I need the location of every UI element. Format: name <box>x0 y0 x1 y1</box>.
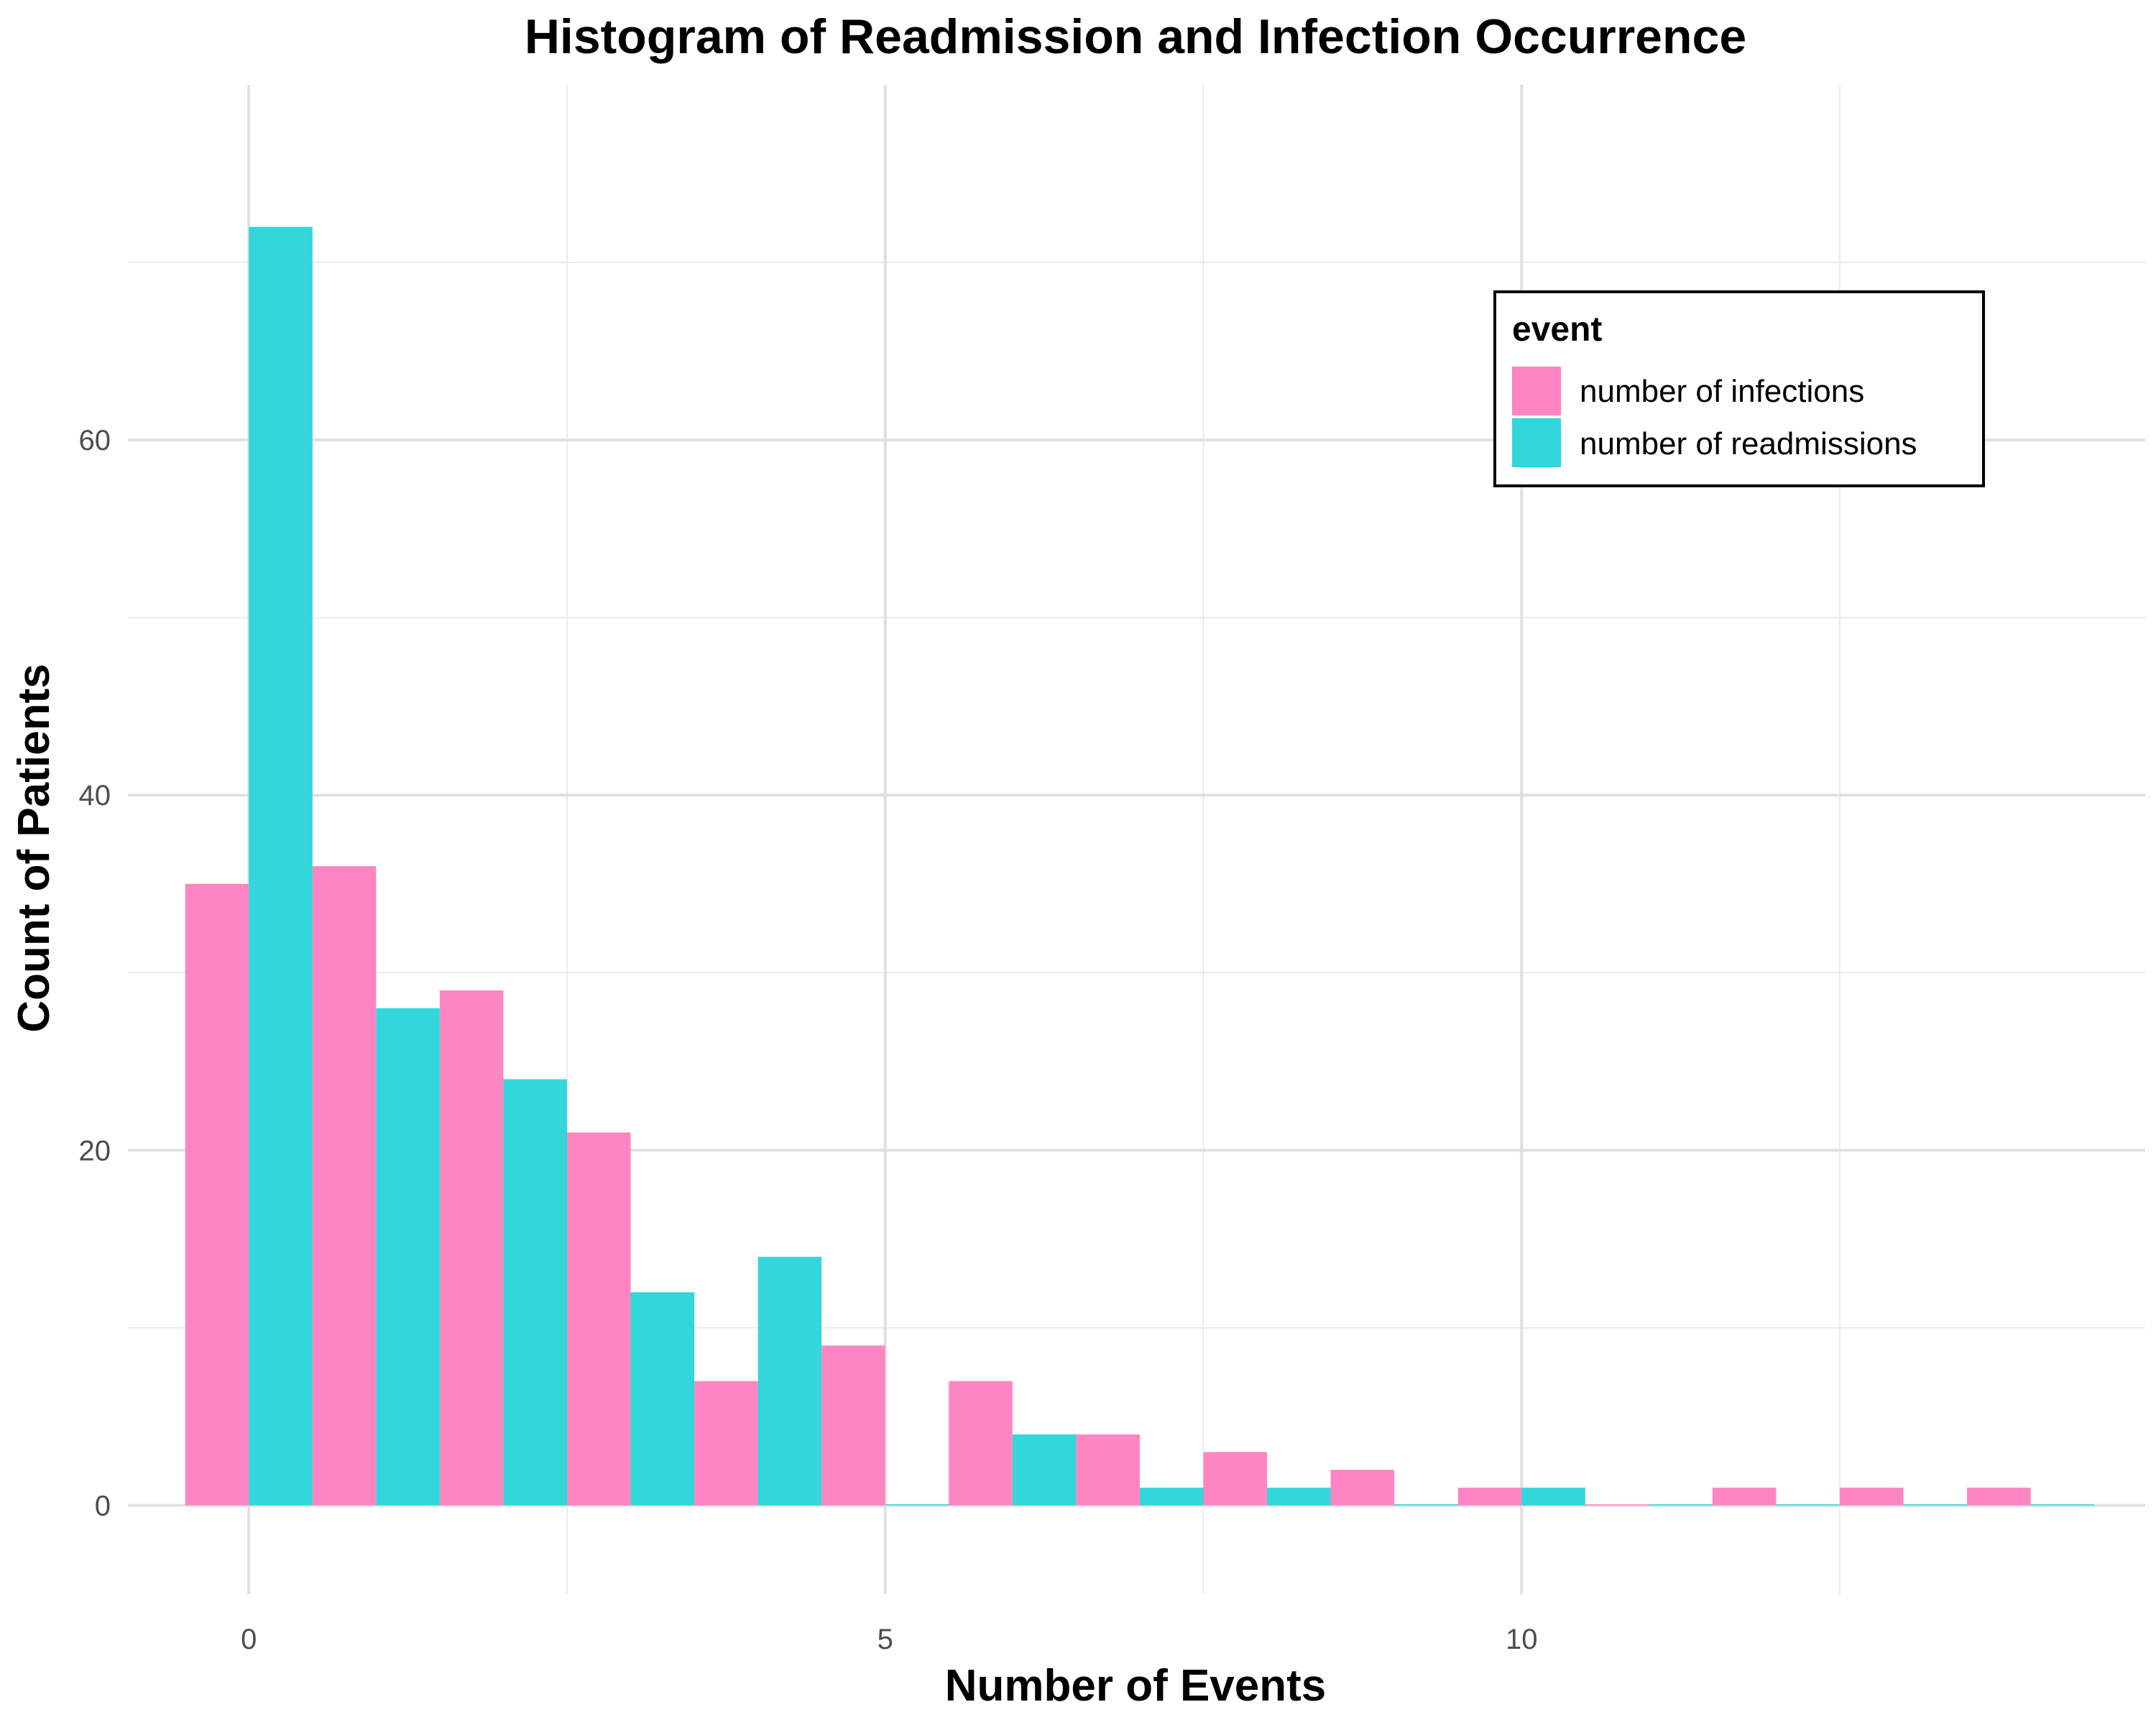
bar-readmissions-13 <box>1903 1504 1968 1506</box>
bar-infections-14 <box>1967 1487 2031 1506</box>
bar-infections-8 <box>1203 1452 1268 1506</box>
bar-infections-7 <box>1076 1434 1140 1506</box>
x-tick-label: 5 <box>877 1624 893 1655</box>
bars <box>185 226 2095 1506</box>
x-tick-label: 0 <box>241 1624 257 1655</box>
x-axis-title: Number of Events <box>945 1661 1327 1711</box>
legend-swatch-readmissions <box>1512 418 1561 467</box>
bar-infections-10 <box>1457 1487 1522 1506</box>
bar-infections-9 <box>1330 1470 1395 1506</box>
bar-readmissions-1 <box>376 1008 440 1506</box>
legend-label-readmissions: number of readmissions <box>1580 426 1917 461</box>
legend-swatch-infections <box>1512 367 1561 415</box>
bar-infections-1 <box>312 866 377 1506</box>
chart-title: Histogram of Readmission and Infection O… <box>525 9 1746 64</box>
tick-labels: 0 5 10 0 20 40 60 <box>79 425 1538 1655</box>
bar-readmissions-6 <box>1012 1434 1077 1506</box>
bar-readmissions-0 <box>249 226 313 1506</box>
bar-readmissions-10 <box>1521 1487 1585 1506</box>
y-tick-label: 60 <box>79 425 111 456</box>
y-tick-label: 0 <box>95 1490 111 1522</box>
bar-readmissions-14 <box>2030 1504 2095 1506</box>
bar-readmissions-3 <box>630 1292 695 1506</box>
y-tick-label: 20 <box>79 1135 111 1167</box>
bar-infections-11 <box>1585 1504 1649 1506</box>
bar-readmissions-9 <box>1394 1504 1458 1506</box>
legend-box <box>1493 290 1985 487</box>
bar-infections-4 <box>694 1381 758 1506</box>
bar-infections-5 <box>821 1346 885 1506</box>
bar-infections-3 <box>566 1132 631 1506</box>
bar-infections-6 <box>949 1381 1013 1506</box>
y-axis-title: Count of Patients <box>9 663 59 1032</box>
bar-readmissions-7 <box>1139 1487 1204 1506</box>
bar-infections-13 <box>1839 1487 1904 1506</box>
legend-label-infections: number of infections <box>1580 374 1864 409</box>
legend: event number of infections number of rea… <box>1493 290 1985 487</box>
bar-infections-12 <box>1712 1487 1777 1506</box>
bar-infections-2 <box>439 990 504 1506</box>
y-tick-label: 40 <box>79 780 111 811</box>
legend-title: event <box>1512 310 1602 349</box>
bar-readmissions-12 <box>1776 1504 1840 1506</box>
x-tick-label: 10 <box>1506 1624 1538 1655</box>
bar-readmissions-11 <box>1649 1504 1713 1506</box>
bar-readmissions-5 <box>885 1504 949 1506</box>
bar-readmissions-4 <box>757 1256 822 1506</box>
bar-infections-0 <box>185 883 249 1506</box>
bar-readmissions-8 <box>1267 1487 1331 1506</box>
bar-readmissions-2 <box>503 1079 567 1506</box>
